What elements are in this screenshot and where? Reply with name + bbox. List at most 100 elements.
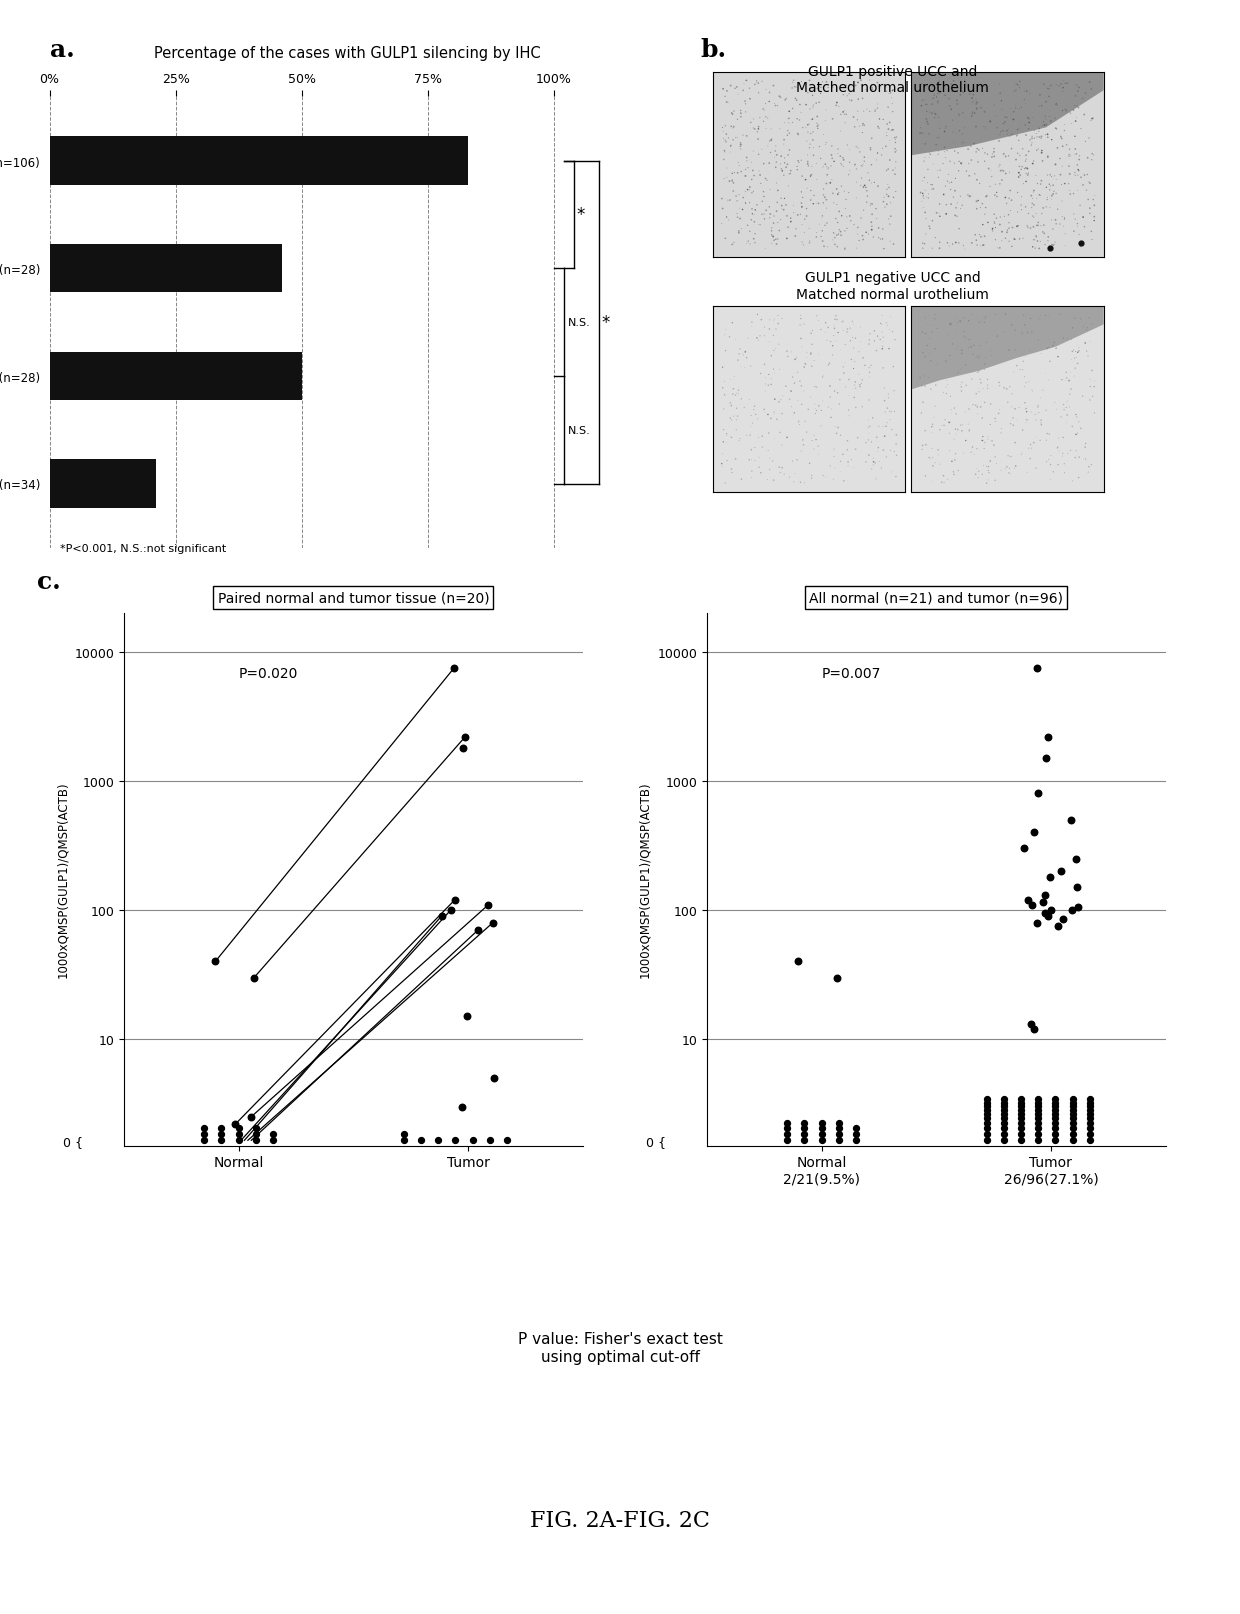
- Point: [967, 360, 987, 386]
- Point: [873, 228, 893, 253]
- Point: [725, 383, 745, 408]
- Point: [1075, 434, 1095, 460]
- Bar: [50, 460, 155, 508]
- Point: [977, 471, 997, 497]
- Point: [724, 161, 744, 187]
- Point: [873, 137, 893, 163]
- Point: [1028, 781, 1048, 807]
- Point: [1037, 428, 1056, 454]
- Point: [946, 195, 966, 221]
- Point: [1071, 416, 1091, 442]
- Point: [1024, 194, 1044, 220]
- Point: [1045, 1115, 1065, 1141]
- Point: [1048, 436, 1068, 462]
- Point: [1033, 195, 1053, 221]
- Point: [828, 137, 848, 163]
- Point: [1001, 462, 1021, 487]
- Point: [924, 152, 944, 178]
- Point: [1063, 1094, 1083, 1120]
- Point: [1040, 865, 1060, 891]
- Point: [715, 471, 735, 497]
- Point: [838, 454, 858, 479]
- Point: [869, 74, 889, 100]
- Point: [985, 211, 1004, 237]
- Point: [1055, 97, 1075, 123]
- Point: [1011, 1115, 1030, 1141]
- Point: [742, 437, 761, 463]
- Point: [1003, 215, 1023, 240]
- Point: [1032, 413, 1052, 439]
- Point: [735, 165, 755, 190]
- Point: [952, 370, 972, 395]
- Point: [748, 71, 768, 97]
- Point: [825, 436, 844, 462]
- Point: [825, 455, 844, 481]
- Point: [828, 1122, 848, 1148]
- Point: [965, 161, 985, 187]
- Point: [944, 131, 963, 157]
- Point: [735, 179, 755, 205]
- Point: [833, 355, 853, 381]
- Point: [1053, 98, 1073, 124]
- Point: [997, 119, 1017, 145]
- Point: [1047, 397, 1066, 423]
- Point: [766, 228, 786, 253]
- Point: [867, 148, 887, 174]
- Point: [786, 89, 806, 115]
- Point: [1009, 395, 1029, 421]
- Point: [797, 144, 817, 169]
- Point: [1032, 169, 1052, 195]
- Point: [1006, 77, 1025, 103]
- Point: [967, 232, 987, 258]
- Point: [1024, 820, 1044, 846]
- Point: [993, 158, 1013, 184]
- Point: [1017, 79, 1037, 105]
- Point: [777, 203, 797, 229]
- Point: [941, 397, 961, 423]
- Point: [830, 94, 849, 119]
- Point: [1022, 126, 1042, 152]
- Point: [790, 370, 810, 395]
- Point: [959, 412, 978, 437]
- Point: [761, 407, 781, 433]
- Point: [1034, 221, 1054, 247]
- Point: [977, 368, 997, 394]
- Point: [1023, 181, 1043, 207]
- Point: [761, 220, 781, 245]
- Point: [797, 113, 817, 139]
- Point: [1022, 400, 1042, 426]
- Point: [821, 171, 841, 197]
- Point: [802, 84, 822, 110]
- Point: [722, 457, 742, 483]
- Point: [982, 218, 1002, 244]
- Point: [923, 92, 942, 118]
- Point: [737, 339, 756, 365]
- Point: [919, 445, 939, 471]
- Point: [962, 100, 982, 126]
- Point: [771, 186, 791, 211]
- Point: [764, 228, 784, 253]
- Point: [1058, 389, 1078, 415]
- Point: [1045, 1128, 1065, 1154]
- Point: [1003, 405, 1023, 431]
- Point: [195, 1122, 215, 1148]
- Point: [967, 95, 987, 121]
- Point: [968, 137, 988, 163]
- Point: [444, 655, 464, 681]
- Point: [966, 228, 986, 253]
- Point: [1053, 424, 1073, 450]
- Point: [722, 394, 742, 420]
- Point: [851, 374, 870, 400]
- Point: [1040, 349, 1060, 374]
- Point: [825, 232, 844, 258]
- Point: [959, 308, 978, 334]
- Point: [714, 147, 734, 173]
- Point: [998, 391, 1018, 416]
- Point: [1071, 116, 1091, 142]
- Point: [1009, 165, 1029, 190]
- Point: [797, 113, 817, 139]
- Point: [869, 415, 889, 441]
- Point: [732, 387, 751, 413]
- Point: [1068, 894, 1087, 920]
- Point: [1023, 152, 1043, 178]
